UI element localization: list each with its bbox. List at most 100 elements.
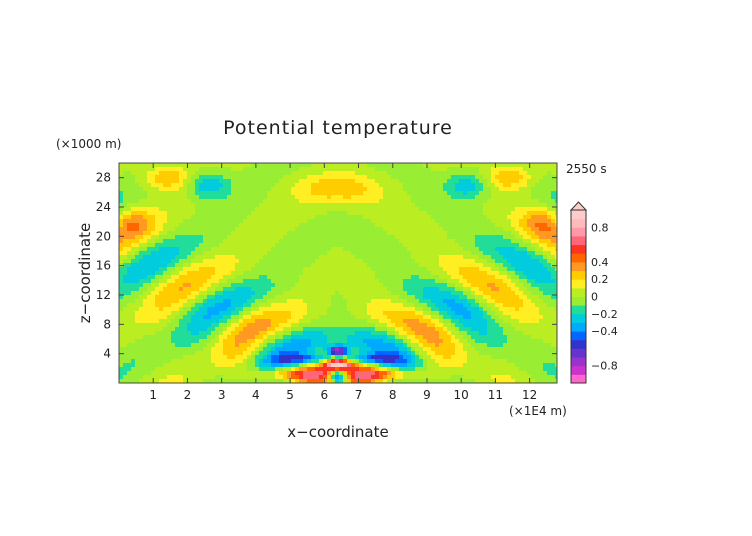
heatmap-cell (447, 183, 451, 187)
heatmap-cell (515, 331, 519, 335)
heatmap-cell (379, 267, 383, 271)
heatmap-cell (207, 183, 211, 187)
heatmap-cell (395, 179, 399, 183)
heatmap-cell (339, 231, 343, 235)
heatmap-cell (283, 203, 287, 207)
heatmap-cell (207, 335, 211, 339)
heatmap-cell (335, 331, 339, 335)
heatmap-cell (543, 327, 547, 331)
heatmap-cell (423, 291, 427, 295)
heatmap-cell (523, 275, 527, 279)
heatmap-cell (519, 167, 523, 171)
heatmap-cell (459, 315, 463, 319)
heatmap-cell (223, 199, 227, 203)
heatmap-cell (179, 291, 183, 295)
heatmap-cell (283, 171, 287, 175)
heatmap-cell (235, 203, 239, 207)
heatmap-cell (551, 235, 555, 239)
heatmap-cell (287, 187, 291, 191)
heatmap-cell (371, 303, 375, 307)
heatmap-cell (207, 211, 211, 215)
heatmap-cell (291, 303, 295, 307)
heatmap-field (119, 163, 557, 383)
heatmap-cell (183, 203, 187, 207)
heatmap-cell (207, 247, 211, 251)
heatmap-cell (379, 327, 383, 331)
heatmap-cell (139, 175, 143, 179)
heatmap-cell (463, 283, 467, 287)
heatmap-cell (131, 311, 135, 315)
heatmap-cell (211, 171, 215, 175)
heatmap-cell (239, 171, 243, 175)
heatmap-cell (363, 211, 367, 215)
heatmap-cell (255, 183, 259, 187)
heatmap-cell (415, 163, 419, 167)
heatmap-cell (119, 215, 123, 219)
heatmap-cell (139, 243, 143, 247)
heatmap-cell (307, 291, 311, 295)
heatmap-cell (387, 239, 391, 243)
heatmap-cell (543, 183, 547, 187)
heatmap-cell (463, 307, 467, 311)
heatmap-cell (407, 279, 411, 283)
heatmap-cell (523, 167, 527, 171)
heatmap-cell (387, 311, 391, 315)
heatmap-cell (215, 335, 219, 339)
heatmap-cell (467, 175, 471, 179)
heatmap-cell (267, 203, 271, 207)
heatmap-cell (167, 323, 171, 327)
heatmap-cell (295, 295, 299, 299)
heatmap-cell (347, 235, 351, 239)
heatmap-cell (147, 263, 151, 267)
heatmap-cell (279, 183, 283, 187)
heatmap-cell (459, 327, 463, 331)
heatmap-cell (447, 227, 451, 231)
heatmap-cell (503, 323, 507, 327)
heatmap-cell (531, 227, 535, 231)
heatmap-cell (315, 223, 319, 227)
heatmap-cell (367, 215, 371, 219)
heatmap-cell (187, 175, 191, 179)
heatmap-cell (251, 171, 255, 175)
heatmap-cell (395, 187, 399, 191)
heatmap-cell (211, 211, 215, 215)
heatmap-cell (347, 211, 351, 215)
heatmap-cell (235, 339, 239, 343)
heatmap-cell (383, 191, 387, 195)
heatmap-cell (383, 187, 387, 191)
heatmap-cell (499, 263, 503, 267)
heatmap-cell (239, 251, 243, 255)
heatmap-cell (139, 255, 143, 259)
heatmap-cell (183, 227, 187, 231)
heatmap-cell (367, 199, 371, 203)
heatmap-cell (463, 187, 467, 191)
heatmap-cell (135, 179, 139, 183)
heatmap-cell (435, 255, 439, 259)
heatmap-cell (147, 259, 151, 263)
heatmap-cell (223, 211, 227, 215)
heatmap-cell (503, 267, 507, 271)
heatmap-cell (307, 195, 311, 199)
heatmap-cell (255, 311, 259, 315)
heatmap-cell (167, 335, 171, 339)
heatmap-cell (395, 339, 399, 343)
heatmap-cell (239, 195, 243, 199)
heatmap-cell (483, 191, 487, 195)
heatmap-cell (479, 327, 483, 331)
heatmap-cell (319, 207, 323, 211)
heatmap-cell (195, 163, 199, 167)
heatmap-cell (171, 295, 175, 299)
heatmap-cell (139, 295, 143, 299)
heatmap-cell (247, 215, 251, 219)
heatmap-cell (515, 223, 519, 227)
heatmap-cell (467, 283, 471, 287)
heatmap-cell (135, 307, 139, 311)
heatmap-cell (287, 283, 291, 287)
heatmap-cell (379, 275, 383, 279)
heatmap-cell (359, 303, 363, 307)
heatmap-cell (223, 255, 227, 259)
heatmap-cell (263, 271, 267, 275)
heatmap-cell (311, 315, 315, 319)
heatmap-cell (439, 323, 443, 327)
